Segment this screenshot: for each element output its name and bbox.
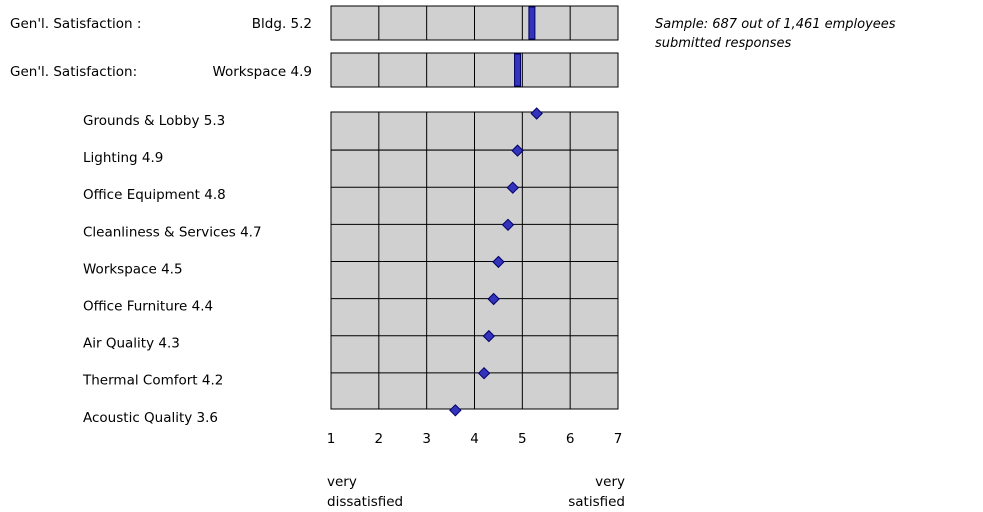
data-point-marker [530,107,543,120]
data-point-marker [477,366,491,380]
x-tick-label: 4 [470,431,479,447]
data-point-marker [506,181,519,194]
summary-bar-workspace-marker [514,53,522,87]
data-point-marker [501,218,515,232]
x-tick-labels: 1 2 3 4 5 6 7 [327,431,623,447]
x-label-left-line1: very [327,474,357,490]
category-labels: Grounds & Lobby 5.3 Lighting 4.9 Office Eq… [82,113,262,426]
x-tick-label: 5 [518,431,527,447]
category-label: Air Quality 4.3 [83,336,180,352]
summary-bar-workspace: Gen'l. Satisfaction: Workspace 4.9 [10,52,619,88]
sample-note-line1: Sample: 687 out of 1,461 employees [655,17,896,32]
plot-grid [331,112,618,409]
summary-bar-building-label-left: Gen'l. Satisfaction : [10,16,141,32]
x-tick-label: 3 [422,431,431,447]
x-label-right-line2: satisfied [568,494,625,510]
category-label: Lighting 4.9 [83,150,163,166]
summary-bar-workspace-label-left: Gen'l. Satisfaction: [10,64,137,80]
summary-bar-workspace-grid [378,53,571,87]
sample-note-line2: submitted responses [655,36,791,51]
summary-bar-building-grid [378,6,571,40]
data-point-marker [482,329,496,343]
data-point-marker [492,255,505,269]
x-tick-label: 1 [327,431,336,447]
category-label: Grounds & Lobby 5.3 [83,113,225,129]
category-label: Acoustic Quality 3.6 [83,410,218,426]
summary-bar-building-marker [528,6,536,40]
data-markers [449,107,543,417]
x-label-left-line2: dissatisfied [327,494,403,510]
x-tick-label: 6 [566,431,575,447]
summary-bar-workspace-label-right: Workspace 4.9 [212,64,312,80]
category-label: Workspace 4.5 [83,261,183,277]
data-point-marker [511,144,524,157]
category-label: Thermal Comfort 4.2 [82,373,223,389]
x-label-right-line1: very [595,474,625,490]
category-label: Cleanliness & Services 4.7 [83,224,262,240]
category-label: Office Equipment 4.8 [83,187,226,203]
x-tick-label: 2 [375,431,384,447]
summary-bar-building: Gen'l. Satisfaction : Bldg. 5.2 [10,5,619,41]
category-label: Office Furniture 4.4 [83,299,213,315]
data-point-marker [449,404,462,417]
data-point-marker [487,292,500,306]
x-tick-label: 7 [614,431,623,447]
summary-bar-building-label-right: Bldg. 5.2 [252,16,312,32]
